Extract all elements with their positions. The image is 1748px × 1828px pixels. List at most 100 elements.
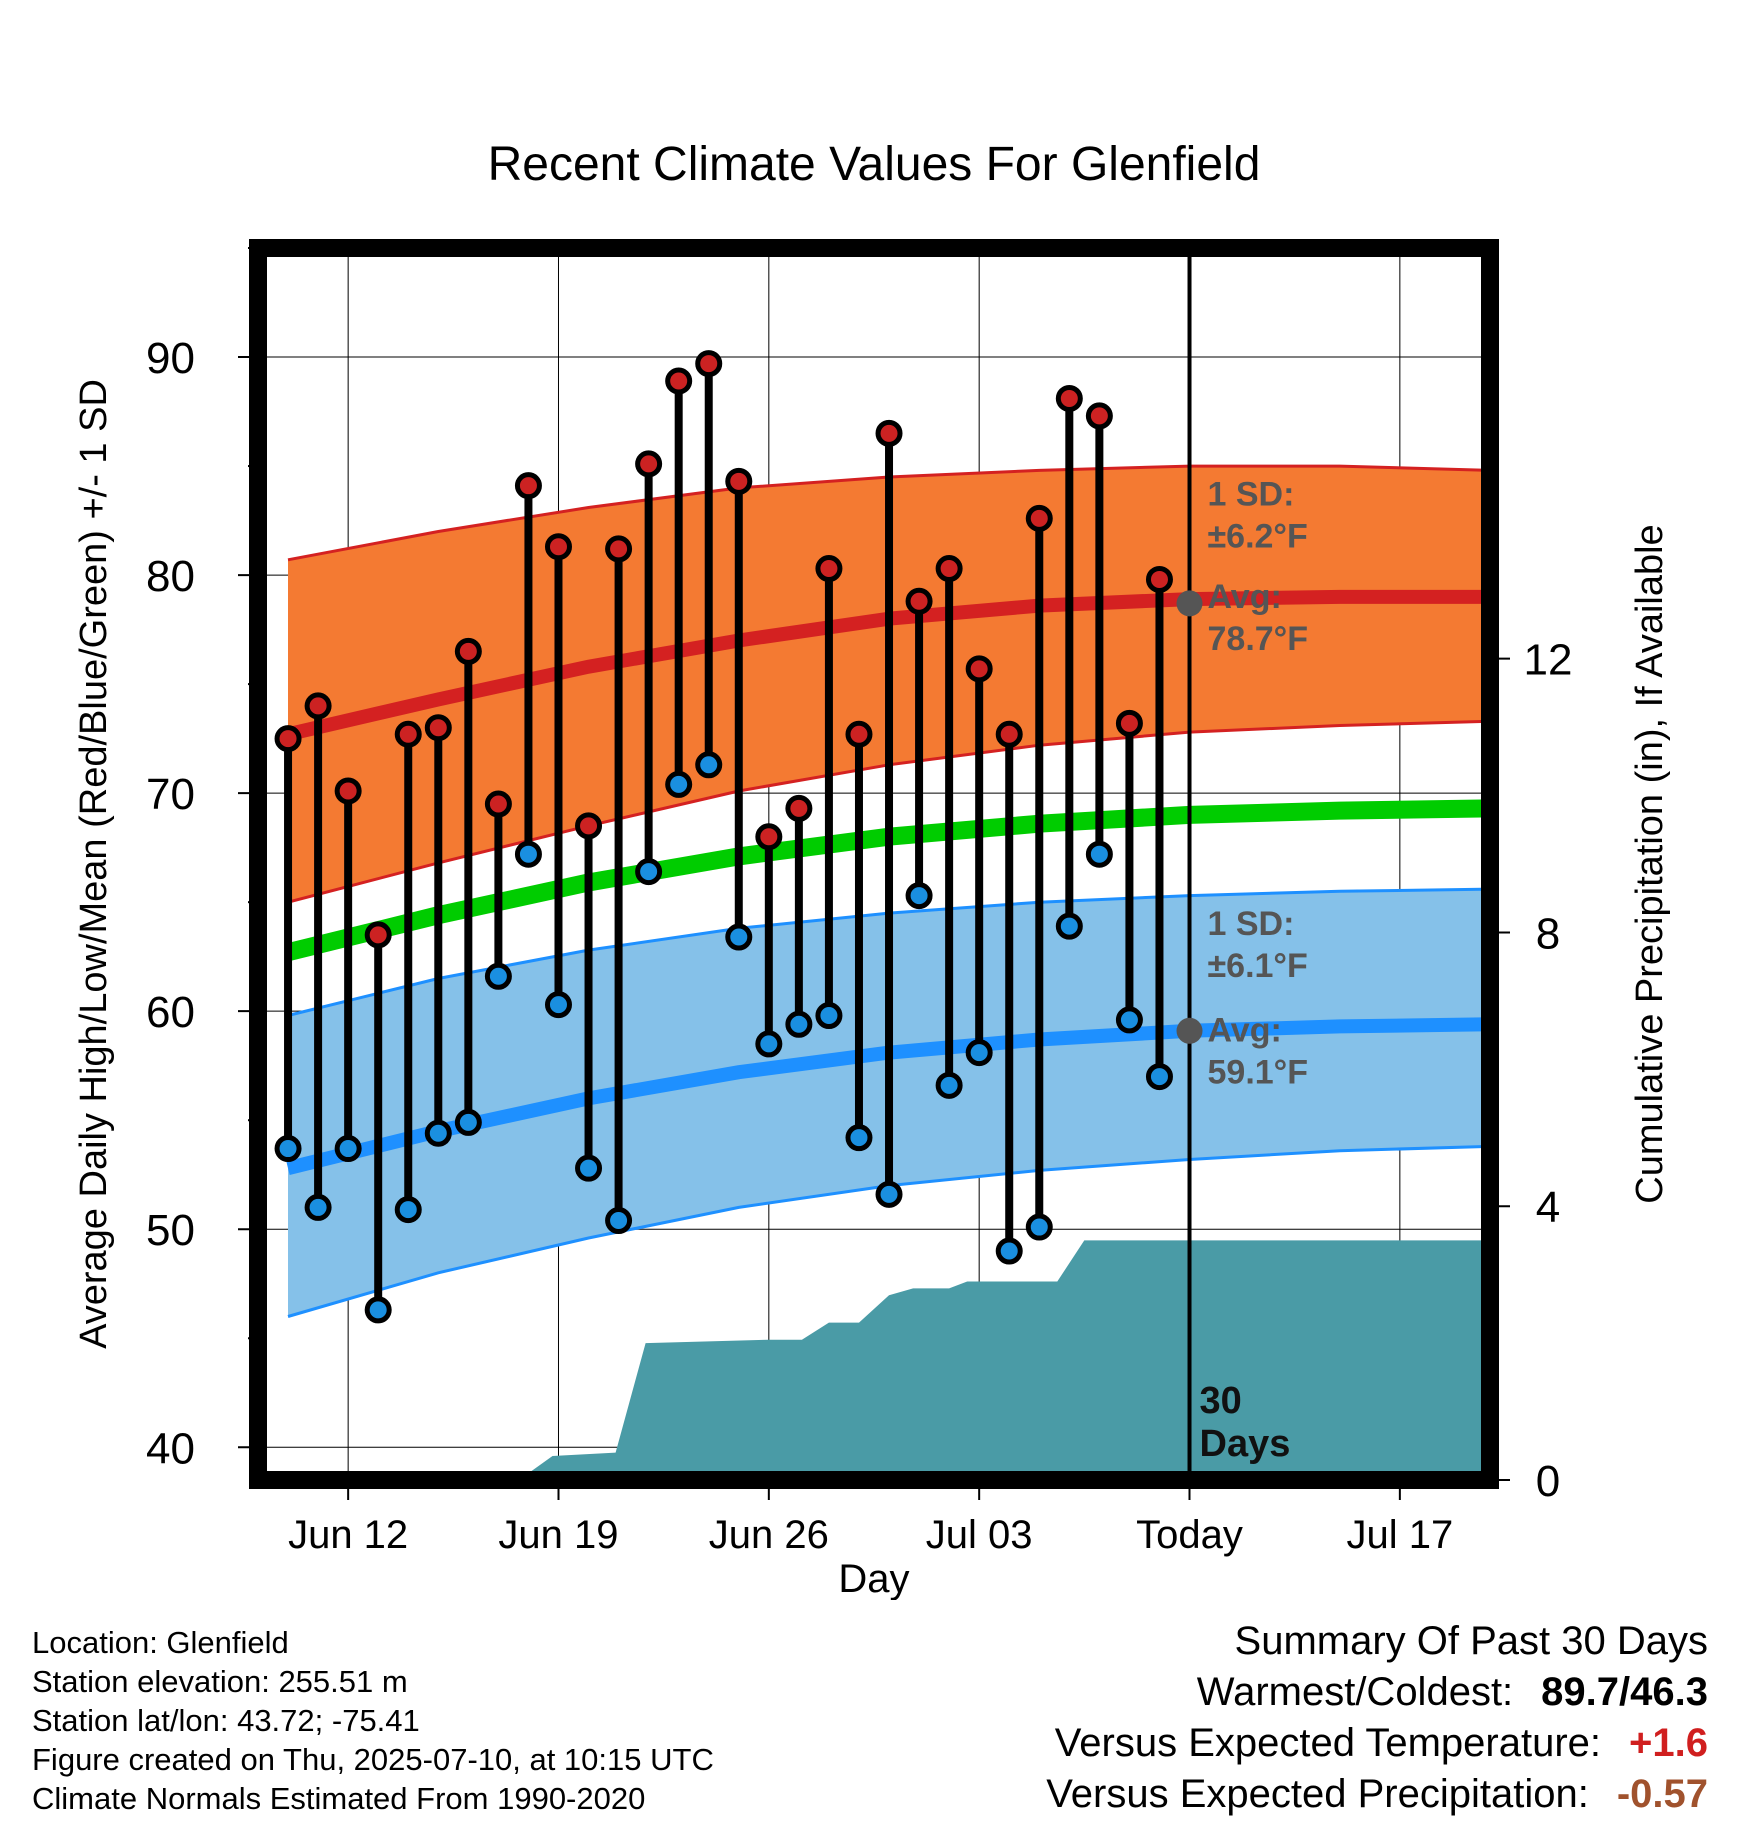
- annotation-low-avg: Avg:: [1208, 1012, 1282, 1050]
- daily-low-point: [995, 1237, 1023, 1265]
- daily-high-point: [424, 714, 452, 742]
- daily-low-point: [875, 1180, 903, 1208]
- daily-low-point: [785, 1010, 813, 1038]
- x-tick-label: Jun 12: [288, 1513, 408, 1557]
- precip-label: Versus Expected Precipitation:: [1046, 1772, 1589, 1816]
- created-text: Figure created on Thu, 2025-07-10, at 10…: [32, 1742, 714, 1777]
- location-text: Location: Glenfield: [32, 1625, 289, 1660]
- daily-high-point: [304, 692, 332, 720]
- daily-low-point: [965, 1039, 993, 1067]
- daily-high-point: [665, 367, 693, 395]
- daily-high-point: [1085, 402, 1113, 430]
- y2-tick-label: 8: [1536, 909, 1560, 958]
- y2-axis-label: Cumulative Precipitation (in), If Availa…: [1629, 524, 1671, 1203]
- daily-high-point: [1115, 709, 1143, 737]
- y-tick-label: 70: [146, 770, 195, 819]
- x-tick-label: Jun 19: [498, 1513, 618, 1557]
- today-low-avg-marker: [1176, 1017, 1203, 1044]
- daily-high-point: [274, 725, 302, 753]
- y-tick-label: 50: [146, 1206, 195, 1255]
- today-days-label: 30: [1200, 1380, 1242, 1422]
- warm-cold-value: 89.7/46.3: [1541, 1670, 1708, 1714]
- daily-high-point: [905, 587, 933, 615]
- daily-high-point: [935, 555, 963, 583]
- daily-high-point: [454, 637, 482, 665]
- annotation-low-sd: 1 SD:: [1208, 905, 1295, 943]
- climate-chart: Recent Climate Values For Glenfield 1 SD…: [73, 138, 1671, 1600]
- daily-low-point: [334, 1135, 362, 1163]
- daily-high-point: [845, 720, 873, 748]
- daily-high-point: [605, 535, 633, 563]
- daily-high-point: [635, 450, 663, 478]
- y-axis-label: Average Daily High/Low/Mean (Red/Blue/Gr…: [73, 379, 115, 1349]
- daily-low-point: [1055, 912, 1083, 940]
- warm-cold-label: Warmest/Coldest:: [1196, 1670, 1514, 1714]
- x-axis-label: Day: [838, 1557, 909, 1600]
- daily-low-point: [695, 751, 723, 779]
- annotation-low-avg: 59.1°F: [1208, 1054, 1309, 1092]
- y2-tick-label: 0: [1536, 1457, 1560, 1506]
- daily-low-point: [1025, 1213, 1053, 1241]
- daily-high-point: [544, 533, 572, 561]
- daily-high-point: [785, 794, 813, 822]
- station-info: Location: Glenfield Station elevation: 2…: [32, 1623, 714, 1818]
- daily-low-point: [845, 1124, 873, 1152]
- daily-low-point: [454, 1108, 482, 1136]
- daily-high-point: [1145, 565, 1173, 593]
- daily-high-point: [965, 655, 993, 683]
- daily-low-point: [755, 1030, 783, 1058]
- summary-precip: Versus Expected Precipitation: -0.57: [1046, 1769, 1708, 1820]
- daily-low-point: [665, 770, 693, 798]
- daily-low-point: [514, 840, 542, 868]
- daily-high-point: [1025, 504, 1053, 532]
- daily-high-point: [815, 555, 843, 583]
- temp-value: +1.6: [1629, 1721, 1708, 1765]
- y-tick-label: 90: [146, 334, 195, 383]
- daily-low-point: [605, 1207, 633, 1235]
- x-tick-label: Jun 26: [709, 1513, 829, 1557]
- annotation-high-sd: 1 SD:: [1208, 475, 1295, 513]
- precip-area: [288, 1240, 1490, 1480]
- annotation-low-sd: ±6.1°F: [1208, 947, 1308, 985]
- daily-high-point: [695, 350, 723, 378]
- daily-low-point: [1115, 1006, 1143, 1034]
- daily-high-point: [875, 419, 903, 447]
- daily-low-point: [725, 923, 753, 951]
- daily-high-point: [394, 720, 422, 748]
- daily-low-point: [544, 991, 572, 1019]
- summary-temp: Versus Expected Temperature: +1.6: [1046, 1718, 1708, 1769]
- daily-high-point: [725, 467, 753, 495]
- annotation-high-sd: ±6.2°F: [1208, 517, 1308, 555]
- daily-high-point: [334, 777, 362, 805]
- latlon-text: Station lat/lon: 43.72; -75.41: [32, 1703, 420, 1738]
- daily-high-point: [484, 790, 512, 818]
- summary-heading: Summary Of Past 30 Days: [1234, 1619, 1708, 1663]
- daily-high-point: [1055, 384, 1083, 412]
- today-high-avg-marker: [1176, 590, 1203, 617]
- y-tick-label: 40: [146, 1424, 195, 1473]
- normals-text: Climate Normals Estimated From 1990-2020: [32, 1781, 646, 1816]
- x-tick-label: Jul 17: [1346, 1513, 1453, 1557]
- y-tick-label: 60: [146, 988, 195, 1037]
- daily-low-point: [424, 1119, 452, 1147]
- daily-low-point: [1085, 840, 1113, 868]
- daily-low-point: [935, 1071, 963, 1099]
- summary-warm-cold: Warmest/Coldest: 89.7/46.3: [1046, 1667, 1708, 1718]
- elevation-text: Station elevation: 255.51 m: [32, 1664, 408, 1699]
- daily-low-point: [484, 962, 512, 990]
- plot-frame: [249, 239, 1499, 1489]
- chart-title: Recent Climate Values For Glenfield: [488, 138, 1261, 191]
- today-days-label: Days: [1200, 1423, 1291, 1465]
- daily-low-point: [394, 1196, 422, 1224]
- daily-low-point: [364, 1296, 392, 1324]
- temp-label: Versus Expected Temperature:: [1054, 1721, 1602, 1765]
- y2-tick-label: 12: [1524, 636, 1573, 685]
- annotation-high-avg: 78.7°F: [1208, 620, 1309, 658]
- x-tick-label: Jul 03: [926, 1513, 1033, 1557]
- daily-low-point: [905, 882, 933, 910]
- daily-low-point: [304, 1193, 332, 1221]
- summary-panel: Summary Of Past 30 Days Warmest/Coldest:…: [1046, 1616, 1708, 1820]
- y2-tick-label: 4: [1536, 1183, 1560, 1232]
- daily-high-point: [364, 921, 392, 949]
- daily-low-point: [815, 1002, 843, 1030]
